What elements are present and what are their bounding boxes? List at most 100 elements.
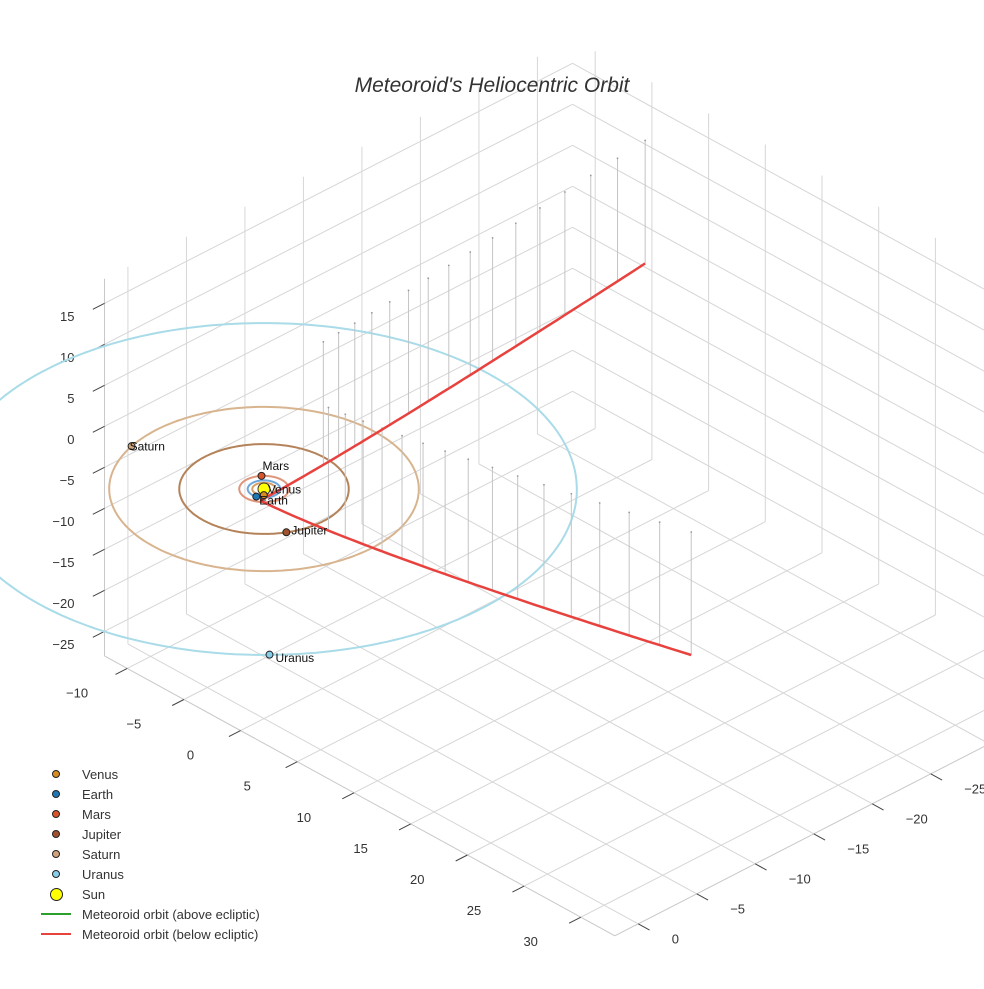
z-tick-label: −5 [60, 473, 75, 488]
grid-line [572, 226, 984, 454]
planet-marker-earth [252, 492, 261, 501]
meteoroid-orbit-below-ecliptic [259, 499, 692, 657]
z-tick-mark [92, 589, 105, 597]
x-tick-label: 10 [297, 810, 311, 825]
legend-label: Earth [82, 786, 114, 802]
y-tick-label: −5 [730, 901, 745, 916]
orbit-jupiter [178, 443, 350, 535]
grid-line [104, 144, 573, 386]
legend-swatch [36, 904, 76, 924]
drop-line-cap [491, 237, 494, 239]
planet-label-saturn: Saturn [130, 439, 165, 453]
x-tick-mark [115, 667, 128, 675]
legend-dot-marker [52, 870, 60, 878]
legend-dot-marker [49, 887, 63, 901]
drop-line-cap [514, 222, 517, 225]
legend-item[interactable]: Venus [36, 764, 260, 784]
planet-marker-uranus [265, 650, 274, 659]
y-tick-label: −25 [964, 781, 984, 796]
planet-marker-jupiter [282, 528, 291, 537]
legend-item[interactable]: Meteoroid orbit (above ecliptic) [36, 904, 260, 924]
y-tick-mark [813, 833, 826, 841]
legend-line-marker [41, 933, 71, 935]
orbit-saturn [108, 405, 420, 573]
drop-line-cap [628, 511, 631, 514]
z-tick-mark [92, 630, 105, 638]
legend-item[interactable]: Meteoroid orbit (below ecliptic) [36, 924, 260, 944]
x-tick-mark [455, 854, 468, 862]
drop-line-cap [469, 251, 472, 253]
legend-line-marker [41, 913, 71, 915]
planet-marker-mars [257, 471, 266, 480]
z-tick-label: 15 [60, 309, 74, 324]
x-tick-mark [512, 885, 525, 893]
legend-item[interactable]: Sun [36, 884, 260, 904]
meteoroid-orbit [259, 262, 692, 657]
drop-line-cap [337, 331, 340, 334]
x-tick-mark [568, 916, 582, 924]
drop-line-cap [563, 191, 566, 193]
x-tick-label: 15 [353, 841, 367, 856]
z-tick-label: 0 [67, 432, 74, 447]
legend-item[interactable]: Uranus [36, 864, 260, 884]
drop-line-cap [467, 458, 470, 461]
grid-line [420, 493, 931, 775]
legend-label: Meteoroid orbit (above ecliptic) [82, 906, 260, 922]
y-tick-label: 0 [672, 931, 679, 946]
drop-line-cap [516, 475, 519, 477]
orbit-uranus [0, 322, 578, 656]
z-tick-mark [92, 425, 105, 433]
grid-line [353, 552, 823, 794]
drop-line-cap [589, 174, 592, 177]
x-tick-mark [228, 730, 241, 738]
legend-item[interactable]: Mars [36, 804, 260, 824]
legend-swatch [36, 784, 76, 804]
z-tick-mark [92, 507, 105, 515]
legend-swatch [36, 844, 76, 864]
z-tick-label: −25 [52, 637, 74, 652]
legend-swatch [36, 924, 76, 944]
grid-line [127, 643, 639, 925]
legend-dot-marker [52, 770, 60, 778]
planet-label-earth: Earth [259, 494, 288, 508]
grid-line [104, 62, 573, 304]
grid-line [410, 583, 879, 825]
y-tick-label: −10 [789, 871, 811, 886]
x-tick-label: 25 [467, 903, 481, 918]
y-tick-mark [754, 863, 767, 871]
legend-item[interactable]: Earth [36, 784, 260, 804]
planet-label-venus: Venus [268, 482, 301, 496]
grid-line [104, 103, 573, 345]
z-tick-label: 5 [67, 391, 74, 406]
legend-label: Mars [82, 806, 111, 822]
x-tick-mark [285, 761, 298, 769]
grid-line [186, 613, 697, 895]
x-tick-mark [342, 792, 355, 800]
drop-line-cap [539, 207, 541, 209]
grid-line [572, 267, 984, 495]
grid-line [572, 62, 984, 290]
legend-item[interactable]: Jupiter [36, 824, 260, 844]
legend-swatch [36, 764, 76, 784]
drop-line-cap [598, 502, 601, 504]
chart-title: Meteoroid's Heliocentric Orbit [354, 74, 630, 97]
drop-line-cap [362, 420, 365, 423]
drop-line-cap [427, 277, 430, 280]
legend-dot-marker [52, 850, 60, 858]
grid-line [572, 185, 984, 413]
legend-label: Sun [82, 886, 106, 902]
z-tick-mark [92, 384, 105, 392]
legend-item[interactable]: Saturn [36, 844, 260, 864]
z-tick-label: −10 [52, 514, 74, 529]
y-tick-label: −20 [906, 811, 928, 826]
grid-line [572, 390, 984, 618]
x-tick-label: 30 [523, 934, 537, 949]
legend[interactable]: Venus Earth Mars Jupiter Saturn Uranus Sun Mete… [36, 764, 260, 944]
grid-line [183, 459, 653, 700]
x-tick-mark [171, 699, 185, 706]
meteoroid-drop-lines [322, 139, 693, 656]
drop-line-cap [422, 442, 424, 445]
grid-line [572, 349, 984, 577]
legend-dot-marker [52, 830, 60, 838]
